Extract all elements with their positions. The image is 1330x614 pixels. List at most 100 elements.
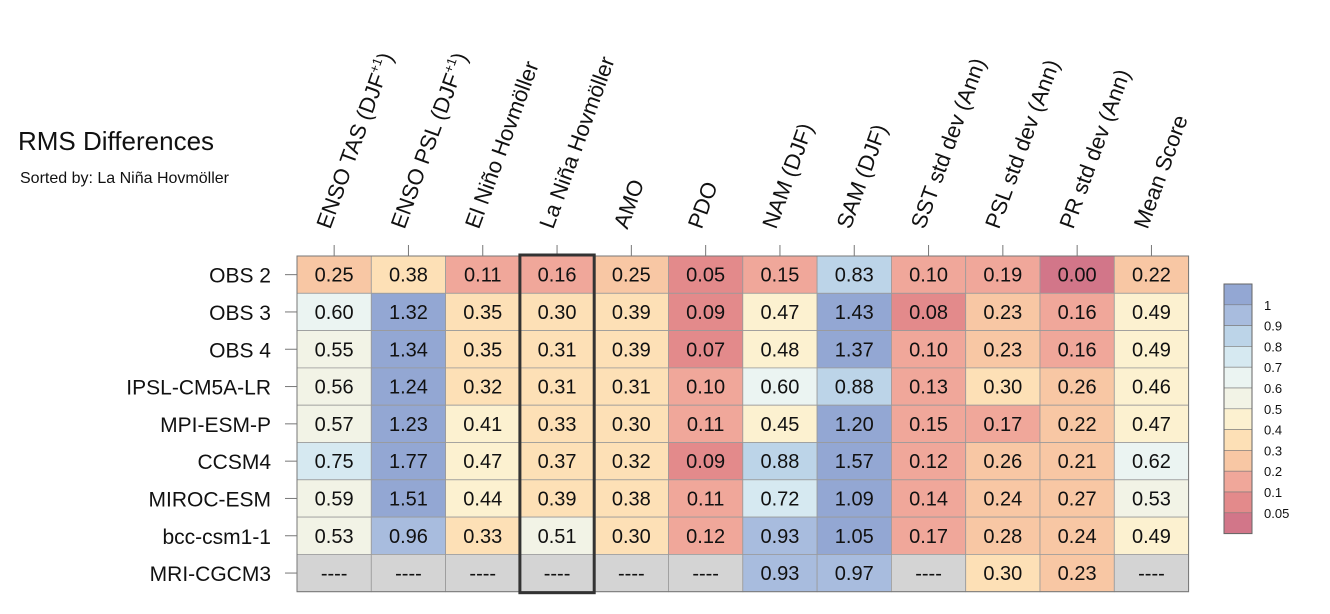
heatmap-cell <box>296 516 372 555</box>
cell-value-label: ---- <box>618 563 645 585</box>
column-label-text: PSL std dev (Ann) <box>980 56 1064 232</box>
cell-value-label: 0.00 <box>1058 265 1097 287</box>
heatmap-cell <box>965 554 1041 593</box>
column-label-superscript: +1 <box>440 56 459 75</box>
cell-value-label: 0.21 <box>1058 451 1097 473</box>
highlight-column-box <box>518 253 596 595</box>
heatmap-cell <box>816 292 892 331</box>
column-label-mean-score: Mean Score <box>1129 112 1193 232</box>
colorbar-label: 1 <box>1264 298 1271 313</box>
cell-value-label: 1.34 <box>389 339 428 361</box>
cell-value-label: ---- <box>395 563 422 585</box>
cell-value-label: 0.10 <box>686 377 725 399</box>
colorbar-swatch <box>1223 304 1253 326</box>
colorbar-swatch <box>1223 387 1253 410</box>
colorbar-label: 0.05 <box>1264 506 1289 521</box>
column-label-text: El Niño Hovmöller <box>460 58 544 232</box>
column-label-amo: AMO <box>609 176 650 232</box>
heatmap-cell <box>668 404 744 443</box>
cell-value-label: 0.45 <box>760 414 799 436</box>
cell-value-label: 1.32 <box>389 302 428 324</box>
cell-value-label: 0.17 <box>909 526 948 548</box>
cell-value-label: 0.09 <box>686 451 725 473</box>
colorbar-swatch <box>1223 429 1253 451</box>
heatmap-cell <box>1113 367 1190 406</box>
cell-value-label: 0.38 <box>612 488 651 510</box>
cell-value-label: 0.16 <box>1058 339 1097 361</box>
cell-value-label: 0.15 <box>760 265 799 287</box>
cell-value-label: 0.56 <box>315 377 354 399</box>
cell-value-label: 0.24 <box>1058 526 1097 548</box>
heatmap-cell <box>742 554 818 593</box>
cell-value-label: 0.25 <box>612 265 651 287</box>
colorbar-swatch <box>1223 450 1253 472</box>
colorbar-label: 0.4 <box>1264 423 1282 438</box>
column-label-text: ENSO TAS (DJF <box>311 70 390 232</box>
heatmap-cell <box>891 330 967 369</box>
colorbar: 1 0.9 0.8 0.7 0.6 0.5 0.4 0.3 0.2 0.1 0.05 <box>1223 283 1289 535</box>
cell-value-label: 1.51 <box>389 488 428 510</box>
cell-value-label: 0.48 <box>760 339 799 361</box>
column-label-pr-std-dev-ann: PR std dev (Ann) <box>1054 66 1135 232</box>
cell-value-label: 0.46 <box>1132 377 1171 399</box>
cell-value-label: 0.17 <box>983 414 1022 436</box>
cell-value-label: 0.30 <box>612 414 651 436</box>
cell-value-label: 0.39 <box>538 488 577 510</box>
cell-value-label: 1.37 <box>835 339 874 361</box>
cell-value-label: 0.97 <box>835 563 874 585</box>
heatmap-cell <box>965 330 1041 369</box>
cell-value-label: 0.53 <box>315 526 354 548</box>
cell-value-label: 0.93 <box>760 526 799 548</box>
cell-value-label: ---- <box>321 563 348 585</box>
heatmap-cell <box>593 554 669 593</box>
heatmap-cell <box>445 292 521 331</box>
cell-value-label: ---- <box>469 563 496 585</box>
heatmap-cell <box>445 516 521 555</box>
heatmap-cell <box>742 292 818 331</box>
cell-value-label: 1.24 <box>389 377 428 399</box>
cell-value-label: 0.72 <box>760 488 799 510</box>
highlight-column-outline <box>518 253 596 595</box>
heatmap-cell <box>370 330 446 369</box>
heatmap-cell <box>891 255 967 294</box>
heatmap-cell <box>965 367 1041 406</box>
row-label-mpi-esm-p: MPI-ESM-P <box>160 414 271 437</box>
cell-value-label: 0.75 <box>315 451 354 473</box>
heatmap-cell <box>1039 292 1115 331</box>
cell-value-label: 0.41 <box>463 414 502 436</box>
column-label-nam-djf: NAM (DJF) <box>757 120 818 232</box>
heatmap-cell <box>816 404 892 443</box>
heatmap-cell <box>742 516 818 555</box>
cell-value-label: 0.60 <box>760 377 799 399</box>
cell-value-label: 1.20 <box>835 414 874 436</box>
heatmap-cell <box>668 255 744 294</box>
heatmap-cell <box>370 442 446 481</box>
heatmap-cell <box>519 442 595 481</box>
heatmap-cell <box>593 367 669 406</box>
cell-value-label: 0.23 <box>1058 563 1097 585</box>
row-label-obs-2: OBS 2 <box>209 265 271 288</box>
heatmap-cell <box>816 479 892 518</box>
cell-value-label: 0.47 <box>1132 414 1171 436</box>
heatmap-cell <box>1039 516 1115 555</box>
heatmap-cell <box>296 479 372 518</box>
cell-value-label: 0.31 <box>612 377 651 399</box>
cell-value-label: 0.31 <box>538 339 577 361</box>
heatmap-cell <box>891 554 967 593</box>
row-headers: OBS 2 OBS 3 OBS 4 IPSL-CM5A-LR MPI-ESM-P CCSM… <box>126 265 297 586</box>
heatmap-cell <box>742 479 818 518</box>
cell-value-label: 0.47 <box>760 302 799 324</box>
cell-value-label: 0.32 <box>463 377 502 399</box>
cell-value-label: 1.05 <box>835 526 874 548</box>
cell-value-label: 0.26 <box>1058 377 1097 399</box>
cell-value-label: 0.83 <box>835 265 874 287</box>
cell-value-label: 0.38 <box>389 265 428 287</box>
heatmap-cell <box>519 255 595 294</box>
cell-value-label: 0.28 <box>983 526 1022 548</box>
heatmap-cell <box>519 404 595 443</box>
cell-value-label: 0.22 <box>1058 414 1097 436</box>
heatmap-cell <box>1039 330 1115 369</box>
cell-value-label: 0.10 <box>909 265 948 287</box>
cell-value-label: 0.35 <box>463 302 502 324</box>
heatmap-cell <box>1039 442 1115 481</box>
